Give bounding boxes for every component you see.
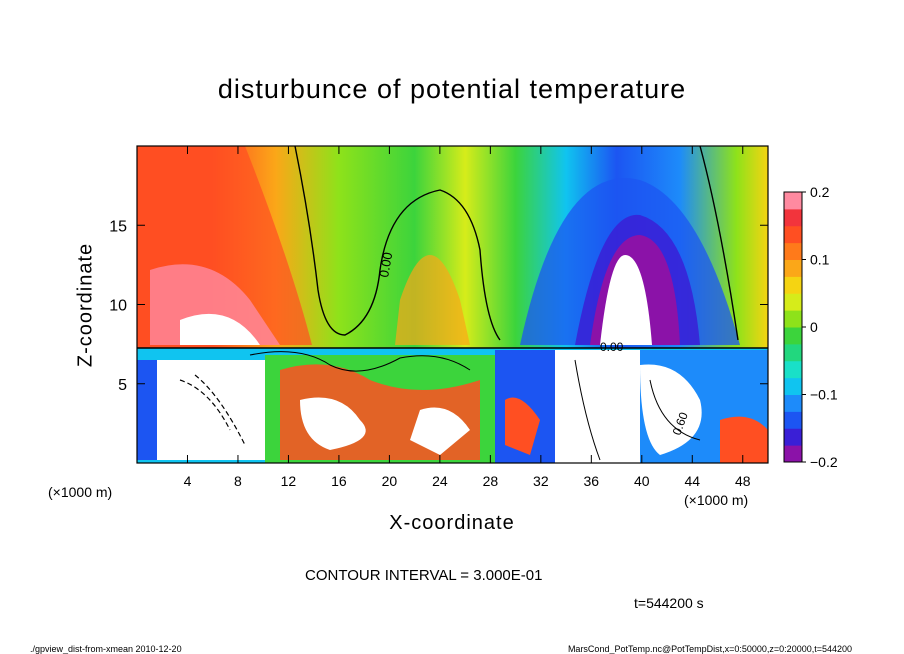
colorbar-tick-label: −0.2: [810, 454, 838, 470]
contour-label-2: 0.00: [600, 340, 624, 354]
colorbar-swatch: [784, 310, 802, 328]
x-tick-label: 32: [533, 473, 549, 489]
colorbar: 0.2 0.1 0 −0.1 −0.2: [783, 184, 838, 470]
footer-left: ./gpview_dist-from-xmean 2010-12-20: [30, 644, 182, 654]
chart-title: disturbunce of potential temperature: [217, 74, 687, 104]
colorbar-swatch: [784, 208, 802, 227]
contour-label-1: 0.00: [376, 251, 395, 279]
x-tick-label: 36: [584, 473, 600, 489]
x-tick-label: 44: [684, 473, 700, 489]
colorbar-tick-label: −0.1: [810, 387, 838, 403]
x-tick-label: 48: [735, 473, 751, 489]
colorbar-tick-label: 0: [810, 319, 818, 335]
colorbar-swatch: [784, 276, 802, 294]
x-tick-label: 12: [281, 473, 297, 489]
colorbar-swatch: [784, 293, 802, 311]
y-tick-label: 15: [109, 218, 127, 235]
heatmap-field: [137, 146, 768, 463]
colorbar-swatch: [784, 327, 802, 345]
colorbar-swatch: [784, 377, 802, 395]
colorbar-swatch: [784, 428, 802, 446]
contour-interval-text: CONTOUR INTERVAL = 3.000E-01: [305, 567, 543, 584]
x-tick-label: 16: [331, 473, 347, 489]
y-tick-label: 5: [118, 377, 127, 394]
colorbar-swatch: [784, 394, 802, 412]
colorbar-swatch: [784, 411, 802, 429]
x-ticks: 4 8 12 16 20 24 28 32 36 40 44 48: [184, 146, 751, 489]
x-tick-label: 4: [184, 473, 192, 489]
footer-right: MarsCond_PotTemp.nc@PotTempDist,x=0:5000…: [567, 644, 852, 654]
colorbar-swatch: [784, 225, 802, 244]
time-text: t=544200 s: [634, 595, 704, 611]
colorbar-swatch: [784, 445, 802, 463]
y-ticks: 5 10 15: [109, 218, 768, 394]
x-tick-label: 28: [483, 473, 499, 489]
colorbar-swatch: [784, 343, 802, 362]
x-unit-right: (×1000 m): [684, 492, 749, 508]
colorbar-swatch: [784, 242, 802, 260]
colorbar-swatch: [784, 360, 802, 379]
y-tick-label: 10: [109, 298, 127, 315]
colorbar-tick-label: 0.1: [810, 252, 830, 268]
x-tick-label: 8: [234, 473, 242, 489]
x-tick-label: 40: [634, 473, 650, 489]
x-tick-label: 20: [382, 473, 398, 489]
colorbar-tick-label: 0.2: [810, 184, 830, 200]
x-unit-left: (×1000 m): [48, 484, 113, 500]
colorbar-swatch: [784, 259, 802, 277]
x-axis-label: X-coordinate: [389, 512, 515, 534]
colorbar-swatch: [784, 192, 802, 210]
x-tick-label: 24: [432, 473, 448, 489]
